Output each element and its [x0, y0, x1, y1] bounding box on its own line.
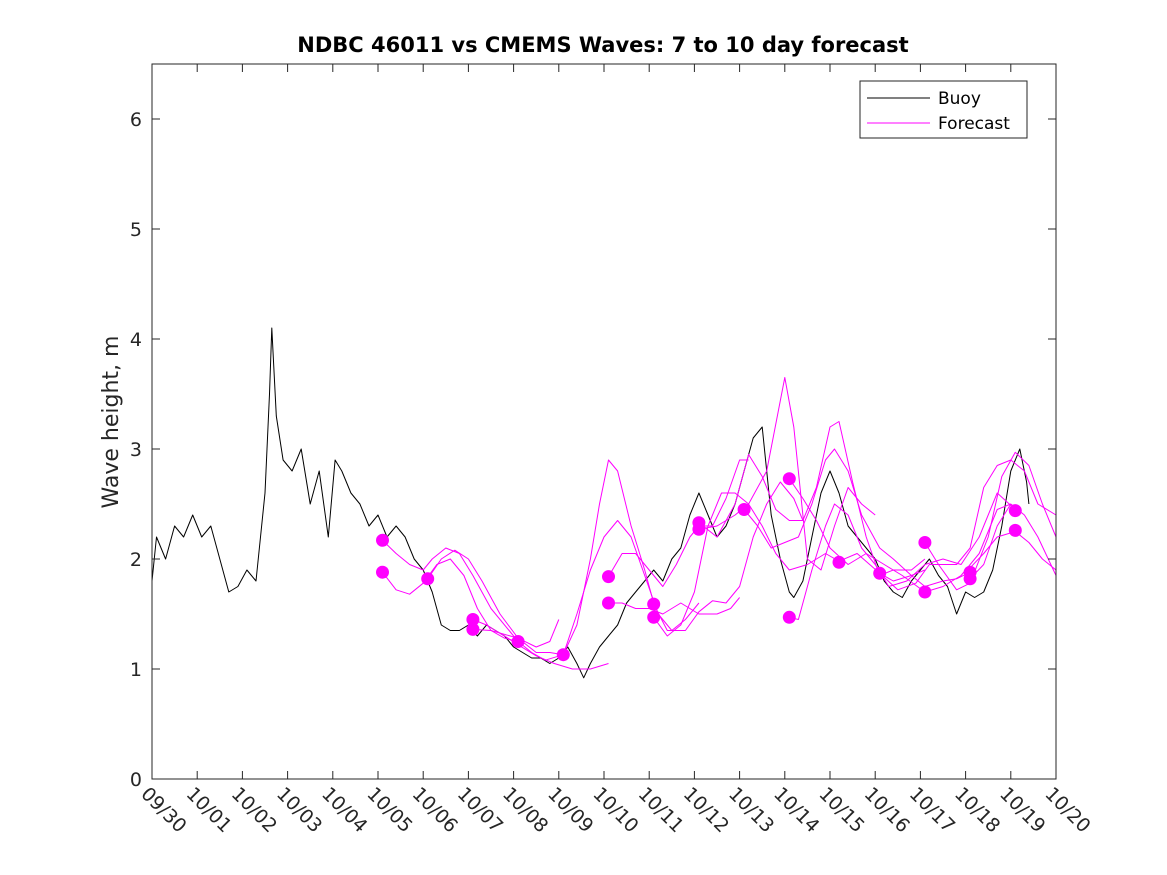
forecast-series-line-8 — [608, 459, 749, 587]
forecast-start-marker-5 — [511, 635, 525, 648]
forecast-start-marker-1 — [376, 565, 389, 579]
y-axis-label: Wave height, m — [99, 336, 124, 509]
legend-buoy-label: Buoy — [938, 89, 981, 109]
forecast-start-marker-12 — [692, 522, 706, 536]
forecast-series-line-10 — [653, 481, 804, 631]
marker-layer — [376, 472, 1022, 662]
forecast-start-marker-18 — [918, 536, 932, 549]
forecast-start-marker-22 — [1008, 504, 1022, 518]
forecast-series-line-6 — [517, 459, 655, 661]
forecast-start-marker-2 — [421, 572, 435, 586]
y-tick-label-4: 4 — [130, 329, 142, 351]
series-layer — [151, 327, 1057, 679]
y-tick-label-2: 2 — [130, 549, 142, 571]
forecast-series-line-19 — [969, 503, 1057, 580]
forecast-series-line-7 — [562, 520, 700, 655]
legend-box — [859, 80, 1028, 139]
forecast-series-line-3 — [427, 549, 564, 656]
forecast-series-line-17 — [879, 459, 1057, 591]
y-tick-label-0: 0 — [130, 769, 142, 791]
forecast-start-marker-7 — [602, 570, 615, 584]
forecast-start-marker-23 — [1008, 523, 1022, 537]
forecast-start-marker-10 — [647, 610, 661, 624]
forecast-series-line-11 — [653, 377, 876, 637]
forecast-start-marker-21 — [963, 572, 977, 586]
forecast-start-marker-14 — [782, 472, 796, 486]
legend-forecast-label: Forecast — [938, 114, 1010, 134]
forecast-series-line-4 — [472, 619, 609, 670]
y-tick-label-1: 1 — [130, 659, 142, 681]
y-axis: 0 1 2 3 4 5 6 — [130, 109, 1056, 791]
forecast-start-marker-19 — [918, 585, 932, 599]
forecast-start-marker-13 — [737, 503, 751, 516]
forecast-series-line-14 — [743, 448, 971, 587]
forecast-start-marker-3 — [466, 613, 480, 626]
y-tick-label-5: 5 — [130, 219, 142, 241]
forecast-start-marker-17 — [873, 566, 887, 580]
chart-title: NDBC 46011 vs CMEMS Waves: 7 to 10 day f… — [297, 33, 908, 57]
forecast-start-marker-0 — [376, 533, 389, 547]
forecast-series-line-2 — [382, 558, 519, 642]
y-tick-label-6: 6 — [130, 109, 142, 131]
forecast-series-line-16 — [788, 478, 1011, 593]
forecast-series-line-1 — [382, 539, 519, 642]
buoy-series-line — [151, 327, 1030, 679]
forecast-start-marker-15 — [782, 610, 796, 624]
legend: Buoy Forecast — [859, 80, 1028, 139]
forecast-start-marker-4 — [466, 622, 480, 636]
forecast-start-marker-6 — [556, 648, 570, 662]
forecast-start-marker-9 — [647, 597, 661, 611]
forecast-start-marker-16 — [832, 555, 846, 569]
forecast-series-line-9 — [608, 597, 740, 615]
forecast-series-line-18 — [924, 451, 1057, 591]
forecast-start-marker-8 — [602, 596, 615, 610]
forecast-series-line-5 — [472, 619, 560, 648]
y-tick-label-3: 3 — [130, 439, 142, 461]
